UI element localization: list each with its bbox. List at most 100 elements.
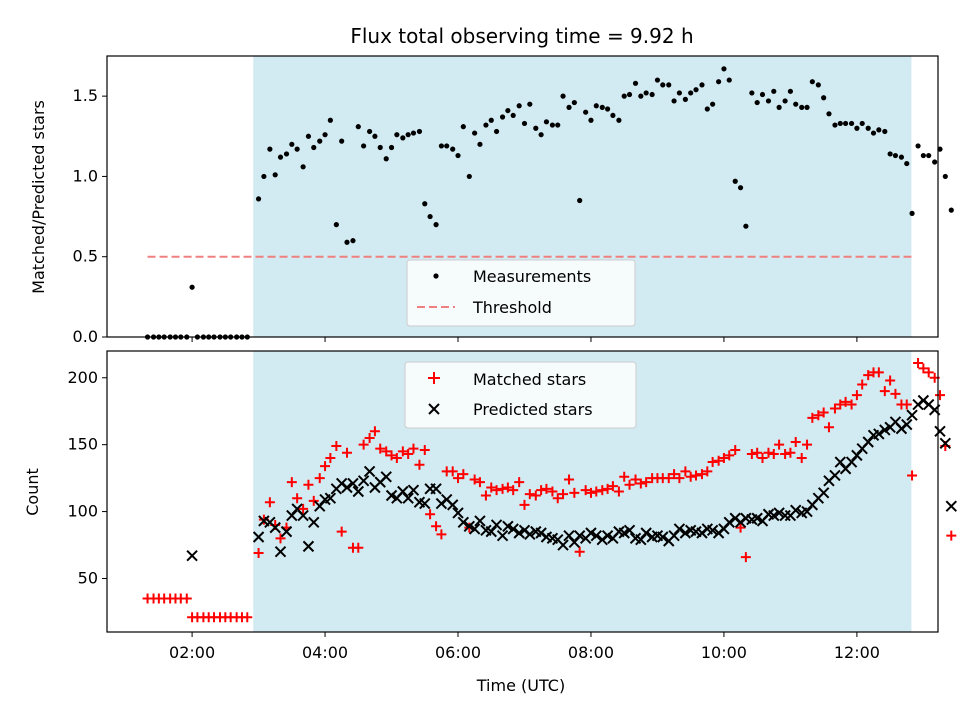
- predicted-point: [419, 497, 431, 510]
- ratio-panel: 0.0 0.5 1.0 1.5 Matched/Predicted stars Mea…: [29, 55, 954, 346]
- matched-point: [768, 449, 779, 460]
- matched-point: [453, 473, 464, 484]
- matched-point: [558, 489, 569, 500]
- matched-point: [298, 503, 309, 514]
- measurement-point: [444, 143, 450, 149]
- matched-point: [552, 493, 563, 504]
- predicted-point: [452, 507, 464, 519]
- measurement-point: [460, 124, 466, 130]
- matched-point: [458, 469, 469, 480]
- matched-point: [320, 461, 331, 472]
- measurement-point: [289, 141, 295, 147]
- matched-point: [314, 473, 325, 484]
- count-xtick-label: 10:00: [701, 643, 747, 662]
- measurement-point: [366, 128, 373, 135]
- measurement-point: [688, 90, 694, 96]
- count-legend: Matched stars Predicted stars: [404, 361, 637, 429]
- measurement-point: [388, 144, 395, 151]
- matched-point: [796, 453, 807, 464]
- predicted-point: [352, 485, 365, 498]
- ratio-ytick-label: 0.0: [73, 327, 98, 346]
- predicted-point: [430, 483, 442, 495]
- ratio-ytick-label: 0.5: [73, 247, 98, 266]
- matched-point: [923, 367, 934, 378]
- measurement-point: [671, 98, 677, 104]
- measurement-point: [932, 159, 938, 165]
- predicted-point: [706, 524, 719, 537]
- measurement-point: [716, 79, 722, 85]
- predicted-point: [673, 523, 686, 535]
- measurement-point: [516, 103, 522, 109]
- matched-point: [685, 471, 696, 482]
- measurement-point: [189, 284, 195, 290]
- predicted-point: [496, 529, 509, 542]
- predicted-point: [186, 550, 198, 562]
- measurement-point: [267, 146, 273, 152]
- measurements-legend-marker: [433, 273, 439, 279]
- matched-point: [934, 390, 945, 401]
- predicted-point: [723, 516, 735, 528]
- matched-point: [585, 487, 596, 498]
- predicted-point: [347, 477, 359, 490]
- matched-point: [419, 445, 430, 456]
- predicted-point: [252, 531, 265, 543]
- matched-point: [519, 499, 530, 510]
- predicted-point: [817, 487, 830, 499]
- predicted-point: [297, 509, 309, 522]
- measurement-point: [472, 130, 478, 136]
- matched-point: [597, 485, 608, 496]
- measurement-point: [676, 90, 682, 96]
- legend-predicted: Predicted stars: [473, 400, 593, 419]
- measurement-point: [948, 207, 954, 213]
- predicted-point: [901, 418, 913, 431]
- matched-point: [275, 533, 286, 544]
- matched-point: [253, 548, 264, 559]
- measurement-point: [344, 239, 350, 245]
- measurement-point: [583, 109, 589, 115]
- measurement-point: [311, 144, 317, 151]
- predicted-point: [446, 499, 459, 511]
- measurement-point: [322, 132, 328, 138]
- measurement-point: [339, 138, 345, 144]
- measurement-point: [566, 104, 572, 110]
- matched-point: [691, 470, 702, 481]
- count-xtick-label: 08:00: [568, 643, 614, 662]
- matched-point: [469, 474, 480, 485]
- measurement-point: [793, 101, 799, 107]
- measurement-point: [261, 173, 267, 180]
- measurement-point: [876, 127, 882, 133]
- measurement-point: [804, 104, 810, 110]
- measurement-point: [543, 119, 550, 125]
- predicted-point: [468, 523, 481, 535]
- measurement-point: [533, 125, 539, 131]
- measurement-point: [510, 112, 516, 119]
- measurement-point: [604, 106, 611, 112]
- measurement-point: [909, 210, 915, 216]
- matched-point: [818, 407, 829, 418]
- matched-point: [635, 478, 646, 489]
- measurement-point: [887, 151, 893, 157]
- measurement-point: [277, 154, 284, 160]
- matched-point: [752, 447, 763, 458]
- measurement-point: [776, 104, 782, 110]
- measurement-point: [782, 98, 788, 104]
- matched-point: [364, 432, 375, 443]
- predicted-point: [380, 471, 392, 483]
- matched-point: [624, 479, 635, 490]
- matched-point: [286, 477, 297, 488]
- matched-point: [508, 485, 519, 496]
- measurement-point: [327, 117, 333, 123]
- predicted-point: [939, 437, 952, 450]
- count-panel: 50 100 150 200 02:00 04:00 06:00 08:00 10:00 12:0…: [23, 350, 958, 695]
- measurement-point: [383, 156, 389, 162]
- matched-point: [403, 449, 414, 460]
- measurement-point: [759, 91, 766, 98]
- ratio-ytick-label: 1.5: [73, 86, 98, 105]
- matched-point: [823, 422, 834, 433]
- measurement-point: [732, 178, 738, 184]
- predicted-point: [457, 516, 470, 528]
- matched-point: [913, 358, 924, 369]
- predicted-point: [308, 516, 320, 528]
- count-xlabel: Time (UTC): [476, 676, 565, 695]
